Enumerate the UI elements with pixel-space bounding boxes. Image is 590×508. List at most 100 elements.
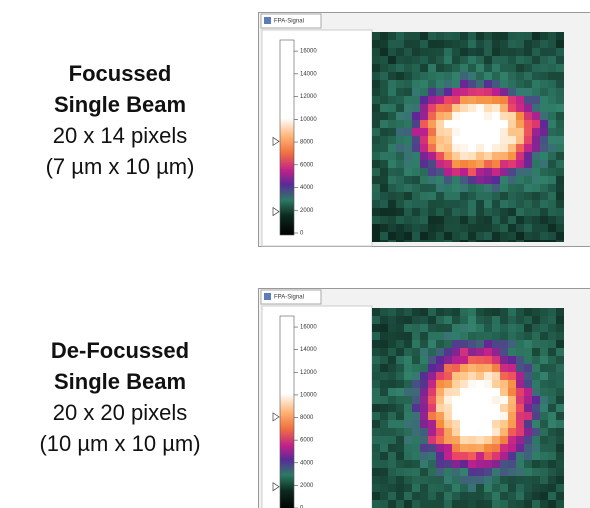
heatmap-pixel <box>380 412 388 420</box>
colorbar-panel <box>261 305 373 508</box>
heatmap-pixel <box>484 428 492 436</box>
heatmap-pixel <box>556 460 564 468</box>
heatmap-pixel <box>444 412 452 420</box>
heatmap-pixel <box>468 184 476 192</box>
heatmap-pixel <box>412 420 420 428</box>
heatmap-pixel <box>396 168 404 176</box>
heatmap-pixel <box>484 404 492 412</box>
heatmap-pixel <box>412 340 420 348</box>
heatmap-pixel <box>372 412 380 420</box>
heatmap-pixel <box>428 240 436 242</box>
heatmap-pixel <box>476 208 484 216</box>
heatmap-pixel <box>436 192 444 200</box>
heatmap-pixel <box>532 484 540 492</box>
heatmap-pixel <box>492 120 500 128</box>
heatmap-pixel <box>388 40 396 48</box>
heatmap-pixel <box>396 444 404 452</box>
heatmap-pixel <box>532 316 540 324</box>
heatmap-pixel <box>396 468 404 476</box>
heatmap-pixel <box>484 136 492 144</box>
heatmap-pixel <box>380 48 388 56</box>
heatmap-pixel <box>532 120 540 128</box>
heatmap-pixel <box>556 388 564 396</box>
heatmap-pixel <box>540 460 548 468</box>
heatmap-pixel <box>428 420 436 428</box>
heatmap-pixel <box>372 232 380 240</box>
heatmap-pixel <box>412 412 420 420</box>
heatmap-pixel <box>556 452 564 460</box>
heatmap-pixel <box>524 184 532 192</box>
heatmap-pixel <box>428 484 436 492</box>
heatmap-pixel <box>524 200 532 208</box>
heatmap-pixel <box>500 224 508 232</box>
heatmap-pixel <box>484 492 492 500</box>
heatmap-pixel <box>500 208 508 216</box>
heatmap-pixel <box>508 80 516 88</box>
heatmap-pixel <box>428 48 436 56</box>
heatmap-pixel <box>540 120 548 128</box>
heatmap-pixel <box>380 120 388 128</box>
heatmap-pixel <box>468 388 476 396</box>
heatmap-pixel <box>468 104 476 112</box>
heatmap-pixel <box>412 216 420 224</box>
heatmap-pixel <box>404 112 412 120</box>
heatmap-pixel <box>492 104 500 112</box>
heatmap-pixel <box>388 216 396 224</box>
heatmap-pixel <box>516 420 524 428</box>
heatmap-pixel <box>420 96 428 104</box>
heatmap-pixel <box>412 224 420 232</box>
heatmap-pixel <box>476 308 484 316</box>
heatmap-pixel <box>396 104 404 112</box>
heatmap-pixel <box>556 308 564 316</box>
heatmap-pixel <box>436 324 444 332</box>
heatmap-pixel <box>540 232 548 240</box>
heatmap-pixel <box>508 144 516 152</box>
heatmap-pixel <box>492 412 500 420</box>
heatmap-pixel <box>484 340 492 348</box>
heatmap-pixel <box>396 380 404 388</box>
heatmap-pixel <box>436 492 444 500</box>
heatmap-pixel <box>460 64 468 72</box>
heatmap-pixel <box>516 460 524 468</box>
heatmap-pixel <box>500 128 508 136</box>
heatmap-pixel <box>372 48 380 56</box>
heatmap-pixel <box>428 388 436 396</box>
heatmap-pixel <box>476 324 484 332</box>
heatmap-pixel <box>404 216 412 224</box>
colorbar-tick-label: 10000 <box>300 117 317 123</box>
heatmap-pixel <box>500 404 508 412</box>
heatmap-pixel <box>492 200 500 208</box>
heatmap-pixel <box>540 112 548 120</box>
heatmap-pixel <box>396 80 404 88</box>
heatmap-pixel <box>548 144 556 152</box>
heatmap-pixel <box>508 216 516 224</box>
heatmap-pixel <box>372 120 380 128</box>
heatmap-pixel <box>436 372 444 380</box>
heatmap-pixel <box>444 72 452 80</box>
heatmap-pixel <box>556 120 564 128</box>
heatmap-pixel <box>516 40 524 48</box>
heatmap-pixel <box>548 396 556 404</box>
heatmap-pixel <box>452 80 460 88</box>
heatmap-pixel <box>372 308 380 316</box>
heatmap-pixel <box>460 112 468 120</box>
heatmap-pixel <box>556 160 564 168</box>
heatmap-pixel <box>556 32 564 40</box>
heatmap-pixel <box>516 184 524 192</box>
heatmap-pixel <box>524 104 532 112</box>
heatmap-pixel <box>476 136 484 144</box>
heatmap-pixel <box>468 40 476 48</box>
heatmap-pixel <box>420 120 428 128</box>
heatmap-pixel <box>388 348 396 356</box>
heatmap-pixel <box>548 484 556 492</box>
heatmap-pixel <box>444 200 452 208</box>
heatmap-pixel <box>380 232 388 240</box>
heatmap-pixel <box>548 420 556 428</box>
heatmap-pixel <box>468 240 476 242</box>
heatmap-pixel <box>404 412 412 420</box>
heatmap-pixel <box>492 476 500 484</box>
heatmap-pixel <box>548 380 556 388</box>
heatmap-pixel <box>492 160 500 168</box>
heatmap-pixel <box>532 412 540 420</box>
heatmap-pixel <box>372 224 380 232</box>
